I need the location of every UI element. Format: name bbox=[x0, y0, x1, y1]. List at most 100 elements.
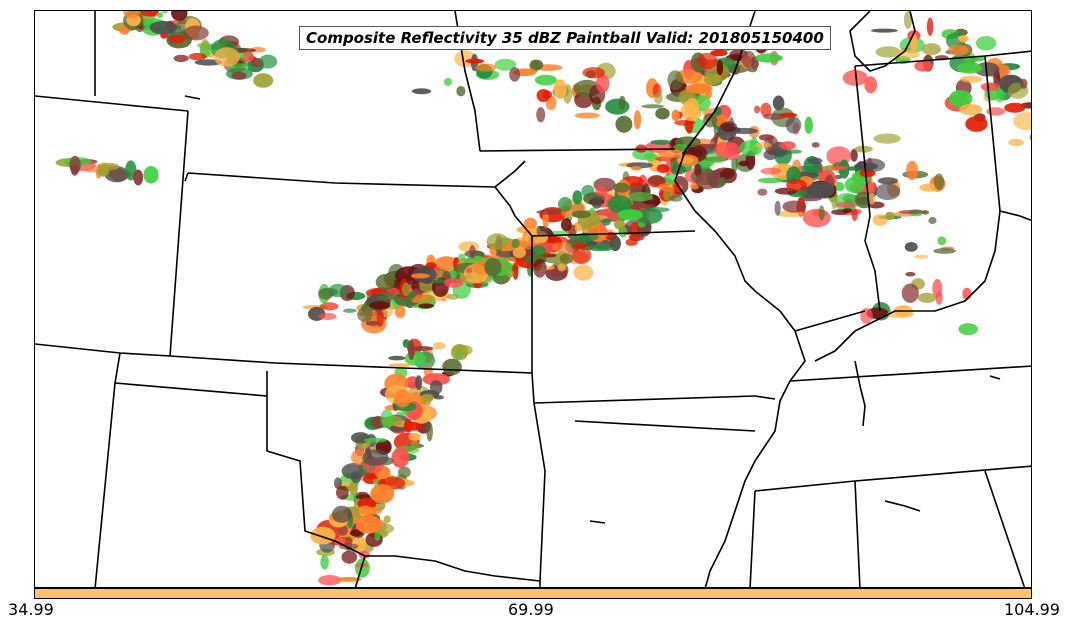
echo-blob bbox=[532, 245, 546, 256]
echo-blob bbox=[458, 253, 466, 261]
echo-blob bbox=[995, 88, 1005, 103]
echo-blob bbox=[328, 283, 347, 298]
echo-blob bbox=[443, 278, 464, 288]
echo-blob bbox=[872, 213, 888, 226]
echo-blob bbox=[903, 11, 913, 29]
echo-blob bbox=[85, 168, 100, 173]
echo-blob bbox=[914, 60, 933, 72]
echo-blob bbox=[717, 177, 727, 186]
echo-blob bbox=[530, 59, 544, 71]
echo-blob bbox=[975, 36, 997, 51]
echo-blob bbox=[370, 484, 395, 504]
state-boundaries bbox=[35, 11, 1031, 587]
echo-blob bbox=[641, 104, 665, 109]
echo-blob bbox=[655, 107, 670, 120]
echo-blob bbox=[957, 62, 982, 74]
echo-blob bbox=[231, 71, 247, 80]
echo-blob bbox=[573, 264, 594, 281]
echo-blob bbox=[811, 142, 820, 148]
echo-blob bbox=[739, 140, 763, 157]
echo-blob bbox=[595, 185, 607, 197]
echo-blob bbox=[374, 530, 381, 541]
echo-blob bbox=[671, 109, 680, 121]
echo-blob bbox=[668, 195, 683, 202]
boundary-mn-ia bbox=[479, 148, 676, 152]
echo-blob bbox=[958, 35, 969, 43]
echo-blob bbox=[418, 303, 434, 309]
echo-blob bbox=[365, 321, 380, 326]
echo-blob bbox=[171, 11, 188, 21]
echo-blob bbox=[512, 262, 519, 280]
echo-blob bbox=[465, 58, 485, 64]
echo-blob bbox=[432, 342, 446, 350]
echo-blob bbox=[731, 127, 759, 135]
echo-blob bbox=[720, 121, 737, 132]
echo-blob bbox=[318, 312, 337, 320]
echo-blob bbox=[404, 351, 426, 366]
echo-blob bbox=[782, 200, 806, 213]
boundary-ar-north bbox=[533, 395, 756, 404]
echo-blob bbox=[333, 477, 342, 490]
echo-blob bbox=[542, 90, 553, 99]
echo-blob bbox=[807, 181, 835, 199]
echo-blob bbox=[657, 148, 682, 159]
echo-blob bbox=[842, 69, 868, 86]
echo-blob bbox=[571, 210, 592, 219]
echo-blob bbox=[885, 211, 895, 221]
echo-blob bbox=[1002, 77, 1011, 83]
echo-blob bbox=[921, 43, 942, 56]
echo-blob bbox=[433, 395, 444, 400]
echo-blob bbox=[574, 223, 582, 233]
echo-blob bbox=[536, 107, 546, 123]
echo-blob bbox=[403, 418, 413, 433]
echo-blob bbox=[414, 294, 429, 300]
echo-blob bbox=[913, 254, 929, 259]
echo-blob bbox=[512, 247, 526, 259]
echo-blob bbox=[557, 263, 566, 272]
boundary-lake-small-1 bbox=[184, 95, 201, 100]
echo-blob bbox=[617, 209, 644, 221]
echo-blob bbox=[870, 28, 898, 33]
echo-blob bbox=[434, 256, 458, 271]
echo-blob bbox=[910, 34, 918, 52]
echo-blob bbox=[685, 83, 713, 94]
echo-blob bbox=[173, 54, 189, 63]
echo-blob bbox=[818, 205, 825, 221]
echo-blob bbox=[948, 44, 969, 56]
echo-blob bbox=[410, 440, 419, 449]
boundary-oh-river bbox=[999, 210, 1031, 222]
echo-blob bbox=[772, 95, 785, 111]
echo-blob bbox=[343, 308, 357, 313]
echo-blob bbox=[183, 25, 209, 41]
echo-blob bbox=[573, 243, 588, 249]
echo-blob bbox=[364, 437, 387, 443]
echo-blob bbox=[618, 95, 626, 110]
echo-blob bbox=[807, 157, 823, 165]
echo-blob bbox=[741, 50, 756, 68]
echo-blob bbox=[331, 505, 353, 523]
echo-blob bbox=[842, 208, 853, 213]
echo-blob bbox=[724, 142, 740, 161]
boundary-sd-ne bbox=[184, 172, 189, 182]
echo-blob bbox=[873, 133, 901, 144]
echo-blob bbox=[511, 238, 520, 249]
echo-blob bbox=[647, 175, 666, 185]
echo-blob bbox=[636, 208, 663, 224]
echo-blob bbox=[937, 236, 947, 246]
boundary-tn-ms bbox=[854, 480, 861, 587]
echo-blob bbox=[763, 113, 786, 120]
echo-blob bbox=[411, 88, 432, 95]
echo-blob bbox=[1013, 112, 1031, 131]
echo-blob bbox=[258, 54, 278, 69]
echo-blob bbox=[357, 307, 373, 323]
echo-blob bbox=[757, 177, 784, 184]
echo-blob bbox=[494, 58, 517, 71]
echo-blob bbox=[905, 160, 919, 181]
echo-blob bbox=[484, 257, 502, 277]
echo-blob bbox=[834, 182, 845, 192]
echo-blob bbox=[559, 253, 574, 264]
echo-blob bbox=[959, 75, 983, 83]
echo-blob bbox=[466, 267, 473, 274]
echo-blob bbox=[685, 97, 700, 118]
echo-blob bbox=[377, 294, 401, 300]
